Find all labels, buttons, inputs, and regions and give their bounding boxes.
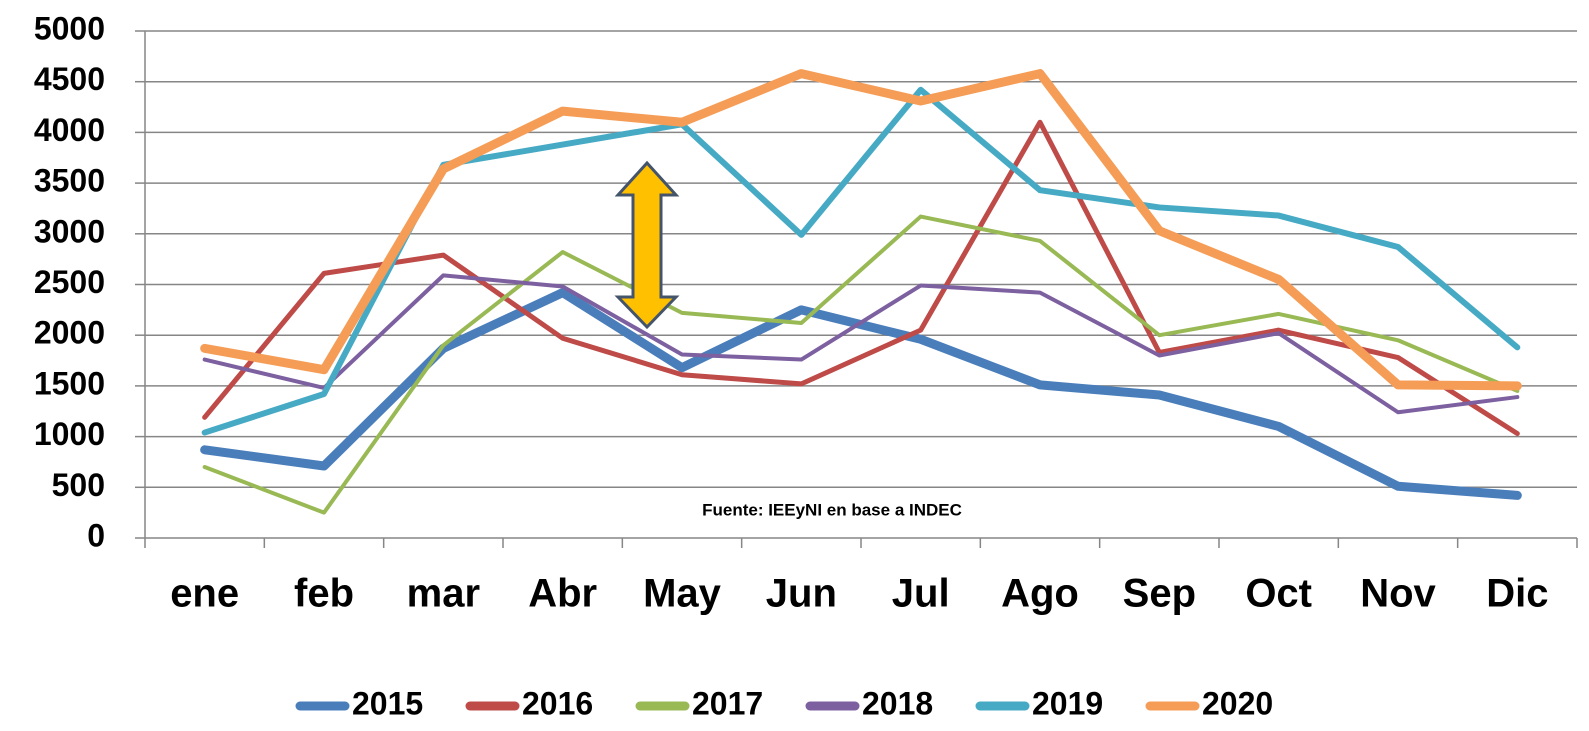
x-tick-label: Abr [528,572,597,616]
legend-label: 2016 [522,685,593,721]
y-tick-label: 0 [87,517,105,553]
y-tick-label: 1000 [34,416,105,452]
x-tick-label: Nov [1360,572,1436,616]
y-tick-label: 1500 [34,365,105,401]
y-tick-label: 500 [52,467,105,503]
source-note: Fuente: IEEyNI en base a INDEC [702,500,962,519]
x-tick-label: Jul [892,572,950,616]
x-tick-label: May [643,572,722,616]
series-line [202,214,1520,515]
y-tick-label: 3000 [34,213,105,249]
x-tick-label: Jun [766,572,837,616]
x-tick-label: Sep [1123,572,1196,616]
y-tick-label: 4000 [34,112,105,148]
x-tick-label: Ago [1001,572,1079,616]
series-line [202,273,1520,415]
x-tick-label: Dic [1486,572,1548,616]
x-tick-label: feb [294,572,354,616]
highlight-arrow [614,160,680,330]
legend-label: 2018 [862,685,933,721]
legend-label: 2015 [352,685,423,721]
legend-label: 2019 [1032,685,1103,721]
x-tick-label: mar [407,572,480,616]
x-tick-label: Oct [1245,572,1312,616]
y-tick-label: 4500 [34,61,105,97]
x-tick-label: ene [170,572,239,616]
series-line [200,69,1522,391]
y-tick-label: 2500 [34,264,105,300]
legend-label: 2017 [692,685,763,721]
legend-label: 2020 [1202,685,1273,721]
series-line [202,119,1520,437]
y-tick-label: 5000 [34,10,105,46]
y-tick-label: 2000 [34,315,105,351]
y-tick-label: 3500 [34,163,105,199]
